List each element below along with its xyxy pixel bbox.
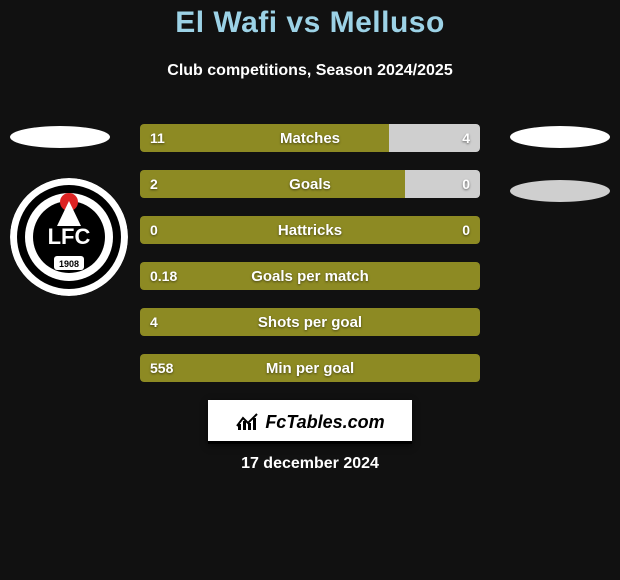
fc-lugano-badge-icon: LFC 1908 bbox=[10, 178, 128, 296]
stat-row: Goals per match0.18 bbox=[140, 262, 480, 290]
stat-row: Min per goal558 bbox=[140, 354, 480, 382]
stat-segment-player-a bbox=[140, 216, 480, 244]
stat-segment-player-b bbox=[389, 124, 480, 152]
svg-text:LFC: LFC bbox=[48, 224, 91, 249]
snapshot-date: 17 december 2024 bbox=[0, 455, 620, 473]
stat-segment-player-b bbox=[405, 170, 480, 198]
stat-row: Matches114 bbox=[140, 124, 480, 152]
svg-text:1908: 1908 bbox=[59, 259, 79, 269]
player-a-avatar-placeholder bbox=[10, 126, 110, 148]
source-logo[interactable]: FcTables.com bbox=[208, 400, 412, 444]
stat-segment-player-a bbox=[140, 262, 480, 290]
player-b-club-placeholder bbox=[510, 180, 610, 202]
stat-segment-player-a bbox=[140, 354, 480, 382]
subtitle: Club competitions, Season 2024/2025 bbox=[0, 62, 620, 80]
comparison-bars: Matches114 Goals20 Hattricks00 Goals per ma… bbox=[140, 124, 480, 400]
bar-chart-icon bbox=[235, 412, 259, 432]
player-a-club-badge: LFC 1908 bbox=[10, 178, 128, 296]
comparison-card: El Wafi vs Melluso Club competitions, Se… bbox=[0, 0, 620, 580]
stat-segment-player-a bbox=[140, 308, 480, 336]
stat-segment-player-a bbox=[140, 124, 389, 152]
page-title: El Wafi vs Melluso bbox=[0, 6, 620, 40]
stat-row: Goals20 bbox=[140, 170, 480, 198]
stat-segment-player-a bbox=[140, 170, 405, 198]
source-logo-text: FcTables.com bbox=[265, 412, 384, 433]
player-b-avatar-placeholder bbox=[510, 126, 610, 148]
stat-row: Hattricks00 bbox=[140, 216, 480, 244]
stat-row: Shots per goal4 bbox=[140, 308, 480, 336]
